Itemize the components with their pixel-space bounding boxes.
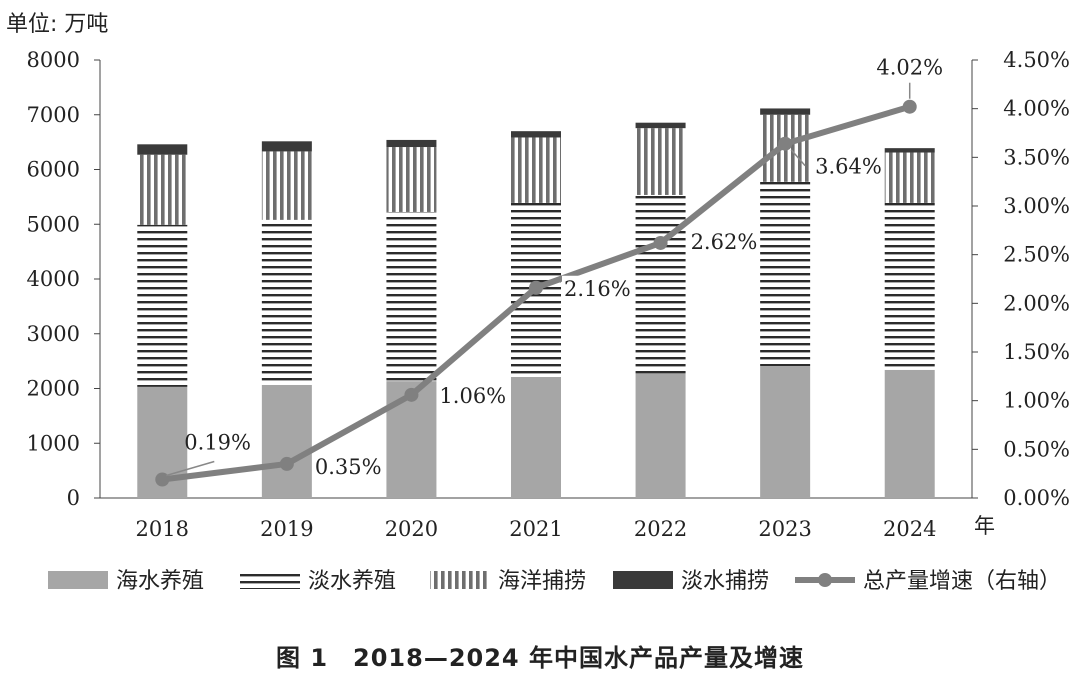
bar-freshwater-fishing [760, 108, 811, 115]
bar-freshwater-aquaculture [884, 202, 935, 370]
label-background [688, 228, 760, 255]
label-leader [790, 149, 806, 167]
growth-data-label: 1.06% [439, 384, 506, 408]
y-tick-label: 7000 [27, 103, 80, 127]
bar-freshwater-fishing [261, 141, 312, 152]
bar-marine-fishing [635, 128, 686, 195]
y2-tick-label: 4.50% [1003, 48, 1070, 72]
bar-freshwater-fishing [511, 131, 561, 138]
legend-freshwater-aquaculture: 淡水养殖 [240, 569, 396, 594]
growth-data-label: 0.35% [315, 455, 382, 479]
growth-point [653, 235, 668, 250]
label-background [813, 153, 884, 180]
y2-tick-label: 3.00% [1003, 194, 1070, 218]
legend-growth-rate: 总产量增速（右轴） [795, 569, 1061, 594]
legend-label: 淡水养殖 [308, 569, 396, 594]
x-tick-label: 2021 [509, 517, 562, 541]
legend: 海水养殖 淡水养殖 海洋捕捞 淡水捕捞 总产量增速（右轴） [48, 569, 1061, 594]
y-tick-label: 2000 [27, 377, 80, 401]
growth-point [279, 456, 294, 471]
legend-swatch [240, 571, 300, 589]
bar-mariculture [760, 366, 811, 498]
y-axis-unit-label: 单位: 万吨 [6, 12, 109, 37]
bar-marine-fishing [386, 147, 437, 212]
x-axis-unit: 年 [974, 514, 995, 538]
label-background [437, 382, 509, 409]
y-tick-label: 6000 [27, 158, 80, 182]
growth-data-label: 2.16% [564, 277, 631, 301]
x-tick-label: 2024 [883, 517, 936, 541]
bar-marine-fishing [261, 151, 312, 220]
y-tick-label: 0 [67, 486, 80, 510]
bar-mariculture [261, 384, 312, 498]
y2-tick-label: 1.50% [1003, 340, 1070, 364]
legend-mariculture: 海水养殖 [48, 569, 204, 594]
bar-freshwater-fishing [386, 139, 437, 148]
legend-label: 海洋捕捞 [498, 569, 586, 594]
y2-tick-label: 4.00% [1003, 97, 1070, 121]
axes: 0 1000 2000 3000 4000 5000 6000 7000 8000 0.00% 0.… [27, 48, 1070, 541]
data-labels: 0.19% 0.35% 1.06% 2.16% 2.62% 3.64% 4.02% [166, 56, 943, 479]
y-tick-label: 5000 [27, 212, 80, 236]
legend-swatch [430, 571, 490, 589]
y2-tick-label: 2.00% [1003, 291, 1070, 315]
growth-data-label: 0.19% [184, 431, 251, 455]
label-background [562, 275, 633, 302]
bar-freshwater-aquaculture [635, 194, 686, 374]
bar-freshwater-aquaculture [760, 181, 811, 367]
growth-data-label: 2.62% [691, 230, 758, 254]
y2-tick-label: 0.00% [1003, 486, 1070, 510]
y2-tick-label: 1.00% [1003, 389, 1070, 413]
y-tick-label: 8000 [27, 48, 80, 72]
y2-tick-label: 2.50% [1003, 243, 1070, 267]
bar-marine-fishing [884, 152, 935, 203]
legend-label: 总产量增速（右轴） [863, 569, 1061, 594]
x-tick-label: 2023 [758, 517, 811, 541]
bar-freshwater-aquaculture [137, 224, 188, 387]
bar-freshwater-fishing [884, 148, 935, 153]
growth-point [155, 472, 170, 487]
y2-tick-label: 0.50% [1003, 437, 1070, 461]
legend-marine-fishing: 海洋捕捞 [430, 569, 586, 594]
label-leader [166, 460, 215, 477]
bar-freshwater-aquaculture [386, 211, 437, 382]
bar-freshwater-fishing [635, 122, 686, 129]
growth-data-label: 3.64% [815, 155, 882, 179]
x-tick-label: 2022 [634, 517, 687, 541]
bar-marine-fishing [511, 137, 561, 203]
x-tick-label: 2020 [385, 517, 438, 541]
x-tick-label: 2019 [260, 517, 313, 541]
growth-point [902, 99, 917, 114]
bar-freshwater-fishing [137, 144, 188, 155]
y-tick-label: 3000 [27, 322, 80, 346]
y-tick-label: 1000 [27, 431, 80, 455]
growth-point [404, 387, 419, 402]
legend-swatch [613, 571, 673, 589]
y2-tick-label: 3.50% [1003, 145, 1070, 169]
legend-swatch [48, 571, 108, 589]
growth-point [529, 280, 543, 295]
bar-freshwater-aquaculture [261, 219, 312, 385]
x-tick-label: 2018 [136, 517, 189, 541]
bar-marine-fishing [137, 154, 188, 225]
bar-mariculture [635, 373, 686, 498]
growth-point [778, 136, 793, 151]
legend-label: 淡水捕捞 [681, 569, 769, 594]
legend-freshwater-fishing: 淡水捕捞 [613, 569, 769, 594]
bar-mariculture [884, 369, 935, 498]
growth-line [155, 99, 917, 487]
y-tick-label: 4000 [27, 267, 80, 291]
legend-label: 海水养殖 [116, 569, 204, 594]
legend-marker [818, 573, 832, 587]
bar-mariculture [511, 377, 561, 498]
figure-caption: 图 1 2018—2024 年中国水产品产量及增速 [275, 644, 804, 672]
growth-data-label: 4.02% [876, 56, 943, 80]
